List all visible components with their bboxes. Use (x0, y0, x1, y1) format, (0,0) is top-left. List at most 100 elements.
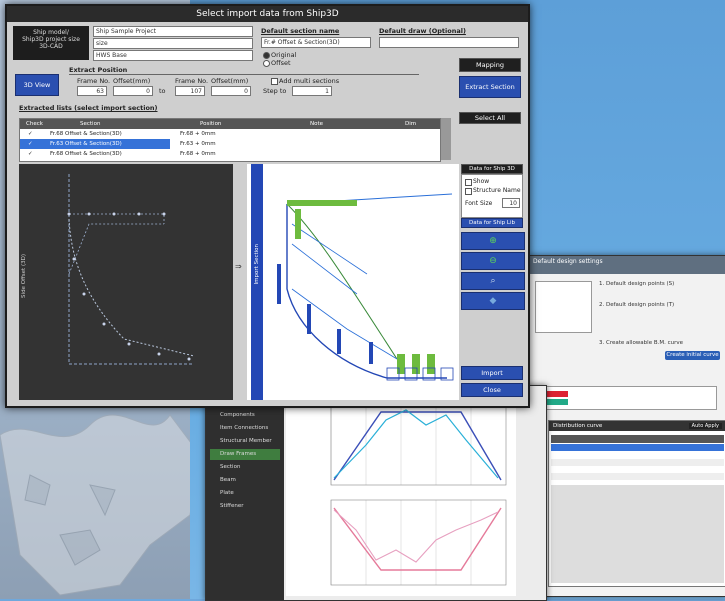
frame-no-to-label: Frame No. (175, 77, 209, 85)
col-position: Position (200, 121, 222, 127)
table-header-row: Check Section Position Note Dim (20, 119, 440, 129)
pan-button[interactable]: ◆ (461, 292, 525, 310)
import-dialog: Select import data from Ship3D Ship mode… (5, 4, 530, 408)
dialog-title: Select import data from Ship3D (7, 6, 528, 22)
navigation-sidebar: Components Item Connections Structural M… (206, 386, 284, 600)
table-scrollbar[interactable] (441, 118, 451, 160)
step-label: Step to (263, 87, 287, 95)
distribution-header-row (551, 435, 724, 443)
zoom-out-icon: ⊖ (489, 256, 497, 266)
offset-to-input[interactable]: 0 (211, 86, 251, 96)
import-button[interactable]: Import (461, 366, 523, 380)
radio-original[interactable] (263, 52, 270, 59)
create-initial-curve-button[interactable]: Create initial curve (665, 351, 720, 360)
zoom-out-button[interactable]: ⊖ (461, 252, 525, 270)
show-checkbox[interactable] (465, 179, 472, 186)
auto-apply-button[interactable]: Auto Apply (688, 423, 722, 429)
zoom-in-icon: ⊕ (489, 236, 497, 246)
imported-section-drawing (277, 193, 454, 381)
default-points-t-text: 2. Default design points (T) (599, 302, 675, 308)
distribution-selected-row[interactable] (551, 444, 724, 451)
radio-offset[interactable] (263, 60, 270, 67)
mapping-button[interactable]: Mapping (459, 58, 521, 72)
sidebar-item-draw-frames[interactable]: Draw Frames (210, 449, 280, 460)
import-section-bar (251, 164, 263, 400)
frame-no-from-input[interactable]: 63 (77, 86, 107, 96)
project-info-label-block: Ship model/ Ship3D project size 3D-CAD (13, 26, 89, 60)
zoom-fit-button[interactable]: ⌕ (461, 272, 525, 290)
row-check[interactable]: ✓ (28, 131, 33, 137)
background-map-illustration (0, 414, 201, 596)
sidebar-item-stiffener[interactable]: Stiffener (220, 503, 244, 509)
row-check[interactable]: ✓ (28, 141, 33, 147)
structure-name-checkbox[interactable] (465, 188, 472, 195)
table-row[interactable]: ✓ Fr.68 Offset & Section(3D) Fr.68 + 0mm (20, 129, 440, 139)
row-position: Fr.68 + 0mm (180, 131, 216, 137)
hull-section-drawing (67, 174, 195, 365)
close-button[interactable]: Close (461, 383, 523, 397)
sidebar-item-section[interactable]: Section (220, 464, 241, 470)
default-section-name-field[interactable]: Fr.# Offset & Section(3D) (261, 37, 371, 48)
sidebar-item-member-section[interactable]: Structural Member Section (220, 438, 272, 455)
project-label-line-1: Ship model/ (33, 29, 69, 36)
default-points-s-text: 1. Default design points (S) (599, 281, 675, 287)
sidebar-item-beam[interactable]: Beam (220, 477, 236, 483)
data-for-ship3d-header: Data for Ship 3D (461, 164, 523, 174)
extract-position-label: Extract Position (69, 66, 128, 74)
project-cad-field[interactable]: HWS Base (93, 50, 253, 61)
import-section-view[interactable]: Import Section (247, 164, 459, 400)
row-section: Fr.63 Offset & Section(3D) (50, 141, 122, 147)
distribution-curve-table: Distribution curve Auto Apply (548, 420, 725, 587)
side-offset-view[interactable]: Side Offset (3D) (19, 164, 233, 400)
row-position: Fr.68 + 0mm (180, 151, 216, 157)
project-label-line-3: 3D-CAD (39, 43, 63, 50)
distribution-rows (551, 452, 724, 480)
extracted-list-label: Extracted lists (select import section) (19, 104, 158, 112)
row-check[interactable]: ✓ (28, 151, 33, 157)
row-section: Fr.68 Offset & Section(3D) (50, 131, 122, 137)
project-name-field[interactable]: Ship Sample Project (93, 26, 253, 37)
project-size-field[interactable]: size (93, 38, 253, 49)
structure-name-label: Structure Name (473, 187, 521, 194)
step-input[interactable]: 1 (292, 86, 332, 96)
3d-view-button[interactable]: 3D View (15, 74, 59, 96)
font-size-input[interactable]: 10 (502, 198, 520, 208)
magnifier-icon: ⌕ (490, 276, 496, 286)
distribution-curve-title: Distribution curve (549, 421, 725, 431)
sidebar-item-components[interactable]: Components (220, 412, 255, 418)
sidebar-item-plate[interactable]: Plate (220, 490, 234, 496)
offset-to-label: Offset(mm) (211, 77, 249, 85)
extract-position-divider (69, 74, 419, 75)
right-panel-spacer (461, 312, 523, 364)
arrow-right-icon: ⇒ (235, 262, 242, 271)
zoom-in-button[interactable]: ⊕ (461, 232, 525, 250)
default-draw-label: Default draw (Optional) (379, 27, 466, 35)
col-dim: Dim (405, 121, 417, 127)
extracted-sections-table: Check Section Position Note Dim ✓ Fr.68 … (19, 118, 441, 162)
font-size-label: Font Size (465, 200, 493, 207)
show-label: Show (473, 178, 490, 185)
extract-section-button[interactable]: Extract Section (459, 76, 521, 98)
display-options-panel: Show Structure Name Font Size 10 (461, 174, 523, 218)
radio-original-label: Original (271, 51, 297, 59)
offset-from-input[interactable]: 0 (113, 86, 153, 96)
add-multi-sections-label: Add multi sections (279, 77, 340, 85)
table-row-selected-rest[interactable]: Fr.63 + 0mm (170, 139, 440, 149)
design-options-panel (535, 281, 592, 333)
add-multi-sections-checkbox[interactable] (271, 78, 278, 85)
table-row[interactable]: ✓ Fr.68 Offset & Section(3D) Fr.68 + 0mm (20, 149, 440, 159)
radio-offset-label: Offset (271, 59, 291, 67)
pan-icon: ◆ (489, 296, 497, 306)
row-position: Fr.63 + 0mm (180, 141, 216, 147)
moment-analysis-window: Components Item Connections Structural M… (205, 385, 547, 601)
col-note: Note (310, 121, 324, 127)
table-row-selected[interactable]: ✓ Fr.63 Offset & Section(3D) (20, 139, 170, 149)
select-all-button[interactable]: Select All (459, 112, 521, 124)
default-draw-field[interactable] (379, 37, 519, 48)
sidebar-item-connections[interactable]: Item Connections (220, 425, 269, 431)
col-check: Check (26, 121, 43, 127)
bending-moment-charts (286, 390, 516, 596)
offset-label: Offset(mm) (113, 77, 151, 85)
data-for-ship-lib-header: Data for Ship Lib (461, 218, 523, 228)
frame-no-to-input[interactable]: 107 (175, 86, 205, 96)
